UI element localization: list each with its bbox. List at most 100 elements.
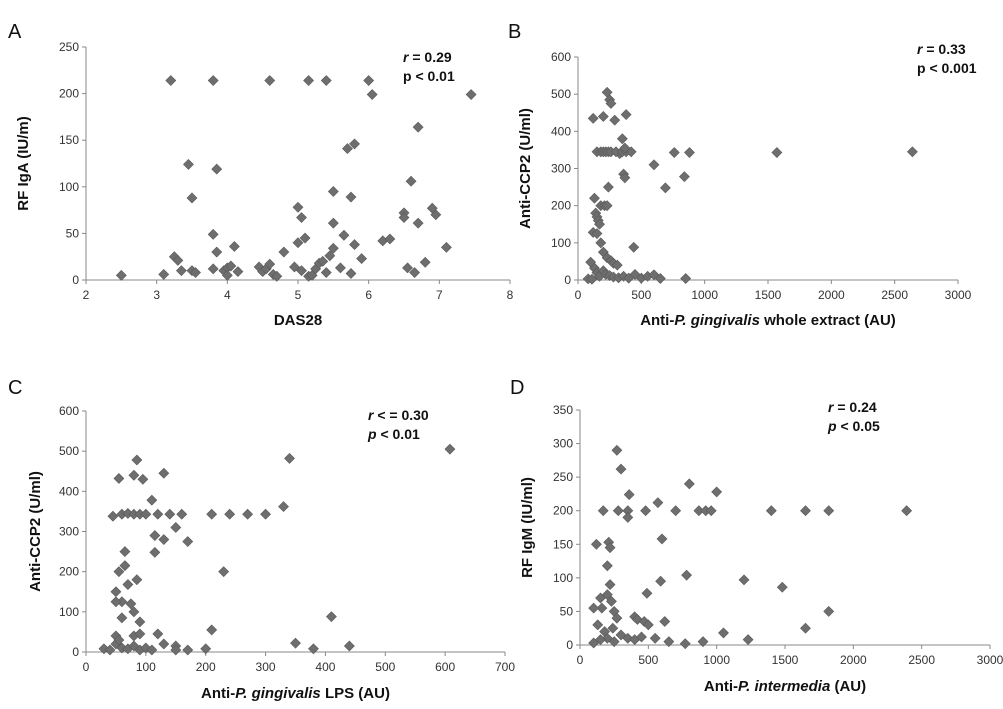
y-tick-label: 250 [553, 470, 573, 484]
data-point [320, 75, 332, 86]
data-point [260, 508, 271, 520]
stats-annotation-part: < 0.05 [837, 418, 880, 434]
y-tick-label: 150 [59, 133, 79, 147]
data-point [589, 192, 600, 204]
stats-annotation: p < 0.05 [827, 418, 880, 434]
stats-annotation-part: = 0.24 [833, 399, 876, 415]
x-tick-label: 3 [153, 288, 160, 302]
data-point [440, 241, 452, 253]
data-point [242, 508, 254, 520]
data-point [158, 467, 170, 479]
data-point [158, 638, 170, 650]
data-point [398, 212, 410, 223]
data-point [681, 569, 693, 581]
data-point [292, 237, 304, 249]
data-point [586, 273, 598, 285]
x-axis-label-part: Anti- [704, 678, 738, 695]
data-point [317, 255, 329, 267]
data-point [264, 258, 276, 270]
data-point [604, 579, 616, 590]
data-point [409, 267, 421, 278]
y-tick-label: 600 [551, 50, 571, 64]
x-tick-label: 600 [435, 660, 455, 674]
panel-letter: C [8, 377, 22, 399]
data-point [119, 546, 131, 558]
data-point [224, 508, 236, 520]
data-point [659, 182, 671, 194]
data-point [623, 489, 635, 501]
data-point [765, 505, 777, 517]
data-point [412, 217, 424, 229]
x-tick-label: 6 [365, 288, 372, 302]
data-point [640, 505, 652, 517]
data-point [149, 530, 161, 541]
data-point [158, 534, 170, 545]
y-axis-label: RF IgA (IU/m) [15, 116, 32, 210]
x-axis-label-part: LPS (AU) [321, 685, 390, 702]
stats-annotation-part: p < 0.01 [403, 68, 455, 84]
data-point [444, 443, 456, 455]
data-point [718, 627, 729, 639]
stats-annotation-part: < = 0.30 [373, 407, 428, 423]
data-point [608, 636, 620, 648]
x-tick-label: 2 [83, 288, 90, 302]
data-point [597, 111, 609, 122]
data-point [211, 163, 223, 175]
data-point [345, 268, 357, 279]
y-tick-label: 100 [553, 571, 573, 585]
x-tick-label: 2000 [818, 288, 845, 302]
x-tick-label: 5 [295, 288, 302, 302]
data-point [172, 255, 184, 266]
stats-annotation-part: = 0.33 [922, 41, 965, 57]
data-point [308, 643, 319, 655]
x-tick-label: 400 [315, 660, 335, 674]
data-point [303, 75, 315, 86]
data-point [419, 256, 431, 268]
data-point [334, 262, 346, 274]
data-point [587, 112, 599, 124]
stats-annotation: p < 0.001 [917, 60, 977, 76]
data-point [601, 589, 613, 601]
data-point [465, 89, 477, 100]
x-tick-label: 500 [638, 653, 658, 667]
data-point [616, 133, 628, 145]
data-point [680, 273, 692, 284]
data-point [152, 508, 164, 520]
y-axis-label: Anti-CCP2 (U/ml) [517, 108, 534, 229]
y-axis-label: RF IgM (IU/ml) [519, 477, 536, 578]
data-point [384, 233, 396, 245]
data-point [200, 643, 212, 655]
data-point [619, 172, 631, 184]
data-point [115, 269, 127, 281]
data-point [652, 497, 664, 509]
x-tick-label: 500 [375, 660, 395, 674]
stats-annotation: p < 0.01 [367, 426, 420, 442]
data-point [901, 505, 913, 517]
data-point [611, 444, 623, 456]
data-point [659, 616, 671, 627]
data-point [800, 505, 811, 517]
data-point [119, 560, 131, 572]
y-axis-label-part: RF IgA (IU/m) [15, 116, 32, 210]
data-point [221, 269, 233, 281]
data-point [343, 640, 355, 652]
data-point [402, 262, 413, 274]
data-point [596, 602, 608, 614]
y-tick-label: 100 [59, 180, 79, 194]
panel-b: B 0 100 200 300 400 500 600 0 500 1000 1500 2000 2500… [508, 21, 977, 329]
data-point [605, 98, 617, 109]
data-point [612, 505, 624, 517]
data-point [206, 508, 218, 520]
data-point [170, 644, 182, 656]
data-point [622, 632, 634, 644]
stats-annotation-part: r [403, 49, 410, 65]
stats-annotation-part: r [917, 41, 924, 57]
data-point [591, 228, 603, 239]
data-point [271, 270, 283, 282]
data-point [296, 212, 307, 223]
data-point [597, 505, 609, 517]
data-point [366, 89, 378, 100]
x-tick-label: 0 [577, 653, 584, 667]
data-point [292, 201, 304, 213]
data-point [284, 452, 295, 464]
